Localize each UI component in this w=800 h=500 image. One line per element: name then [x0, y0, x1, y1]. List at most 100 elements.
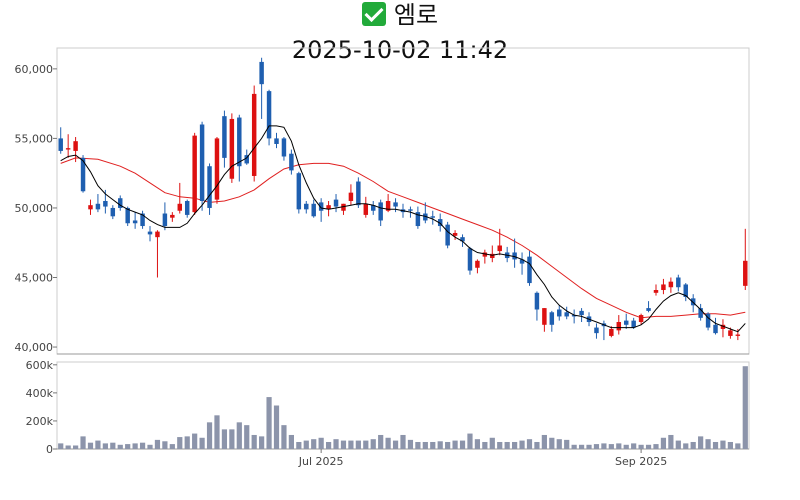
- candle-body: [720, 324, 726, 329]
- candle-body: [289, 153, 294, 171]
- candle-body: [609, 328, 614, 336]
- candle: [527, 251, 532, 286]
- candle: [460, 234, 465, 247]
- candle-body: [519, 259, 525, 264]
- candle: [705, 312, 711, 331]
- volume-bar: [541, 434, 547, 449]
- candle-body: [393, 202, 398, 207]
- candle: [95, 194, 101, 213]
- candle-body: [371, 205, 376, 211]
- candle: [512, 238, 517, 268]
- candle-body: [274, 138, 279, 144]
- volume-bar: [199, 437, 205, 449]
- volume-bar: [378, 434, 384, 449]
- candle: [646, 301, 651, 313]
- candle: [65, 134, 71, 158]
- candle: [698, 303, 703, 321]
- chart-datetime: 2025-10-02 11:42: [291, 36, 509, 64]
- candle-body: [579, 310, 584, 316]
- volume-bar: [690, 441, 696, 449]
- candle: [147, 226, 153, 242]
- volume-bar: [110, 442, 116, 449]
- candle-body: [460, 237, 465, 242]
- volume-bar: [504, 441, 510, 449]
- ma-short-line: [60, 125, 746, 333]
- candle-body: [378, 202, 383, 221]
- candle-body: [170, 214, 175, 218]
- candle-body: [646, 308, 651, 311]
- candle-body: [653, 290, 659, 293]
- candle-body: [318, 202, 324, 211]
- candle-body: [266, 91, 272, 139]
- candle-body: [132, 220, 138, 224]
- price-plot-frame: [56, 47, 750, 355]
- volume-bar: [445, 441, 451, 449]
- candle-body: [452, 232, 458, 236]
- volume-bar: [482, 441, 488, 449]
- volume-bar: [139, 442, 146, 449]
- volume-bar: [430, 441, 436, 449]
- x-axis: Jul 2025 Sep 2025: [298, 449, 667, 468]
- candle: [564, 306, 569, 320]
- candle-body: [527, 256, 532, 284]
- candle: [638, 313, 644, 325]
- candle-body: [251, 93, 257, 176]
- candle: [668, 277, 674, 293]
- volume-bar: [236, 422, 242, 449]
- volume-bar: [400, 434, 406, 449]
- candle-body: [259, 61, 264, 85]
- candle: [363, 196, 369, 218]
- candle: [170, 212, 175, 222]
- candle: [214, 137, 220, 204]
- candle-body: [244, 155, 249, 164]
- volume-bar: [333, 439, 339, 449]
- candle-body: [542, 308, 547, 325]
- candle-body: [214, 138, 220, 200]
- price-tick-label: 55,000: [15, 132, 54, 145]
- candle: [251, 85, 257, 182]
- volume-bar: [623, 444, 629, 449]
- candle: [73, 137, 78, 163]
- candle-body: [207, 166, 212, 208]
- price-panel: 40,000 45,000 50,000 55,000 60,000: [15, 47, 750, 355]
- volume-bar: [244, 425, 250, 449]
- candle: [653, 284, 659, 296]
- candle: [289, 149, 294, 175]
- candle: [259, 57, 264, 119]
- volume-bar: [645, 444, 652, 449]
- candle-body: [497, 245, 502, 252]
- candle: [720, 319, 726, 338]
- x-tick-label: Sep 2025: [615, 455, 667, 468]
- candle: [132, 212, 138, 229]
- volume-bar: [80, 436, 86, 449]
- check-mark-icon: [361, 2, 386, 26]
- volume-bar: [385, 437, 391, 449]
- volume-bar: [125, 444, 131, 449]
- price-tick-label: 50,000: [15, 202, 54, 215]
- candle-body: [177, 203, 183, 211]
- candle: [735, 328, 741, 341]
- candle-body: [676, 277, 681, 288]
- volume-bar: [712, 441, 719, 449]
- volume-bar: [325, 441, 332, 449]
- volume-bar: [102, 443, 108, 449]
- candle-body: [475, 260, 480, 268]
- candle: [683, 283, 688, 302]
- volume-bar: [720, 440, 726, 449]
- volume-bar: [154, 439, 161, 449]
- volume-bar: [422, 441, 428, 449]
- candle: [326, 201, 331, 217]
- candle: [296, 171, 302, 214]
- candle-body: [571, 315, 577, 317]
- candle-body: [445, 224, 450, 246]
- volume-bar: [273, 405, 280, 449]
- candle-body: [199, 124, 205, 201]
- volume-bar: [519, 440, 525, 449]
- candle-body: [616, 322, 622, 331]
- candle: [616, 315, 622, 335]
- volume-bar: [95, 440, 101, 449]
- candle: [571, 309, 577, 324]
- candle-body: [73, 141, 78, 151]
- volume-bar: [631, 443, 637, 449]
- volume-bar: [452, 440, 458, 449]
